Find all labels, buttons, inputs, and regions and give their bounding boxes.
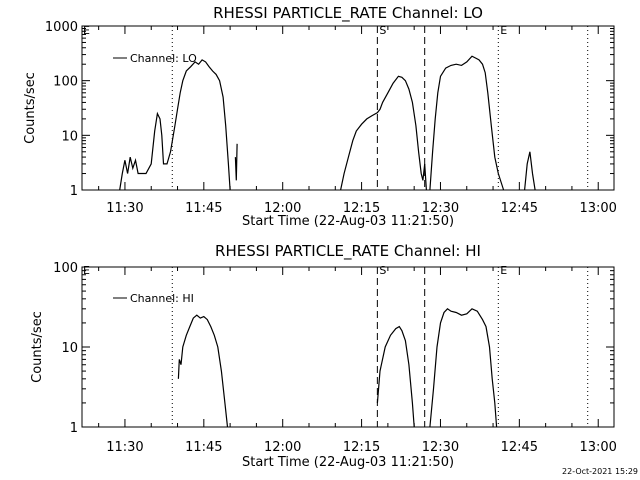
- panel1-series-line: [524, 151, 536, 191]
- panel1-series-line: [340, 75, 427, 191]
- panel1-x-axis-label: Start Time (22-Aug-03 11:21:50): [242, 214, 454, 229]
- panel2-x-tick-label: 12:15: [343, 440, 380, 455]
- panel1-series-line: [119, 59, 231, 191]
- panel1-frame: [81, 25, 615, 191]
- panel2-y-tick-label: 1: [70, 421, 78, 436]
- panel1-y-tick-label: 1: [70, 184, 78, 199]
- panel1-legend-label: Channel: LO: [130, 52, 197, 65]
- panel2-title: RHESSI PARTICLE_RATE Channel: HI: [215, 242, 481, 261]
- panel2-frame: [81, 266, 615, 428]
- panel2-x-tick-label: 11:45: [185, 440, 222, 455]
- panel2-x-tick-label: 12:45: [501, 440, 538, 455]
- panel1-y-tick-label: 10: [61, 129, 78, 144]
- panel2-series-line: [429, 308, 498, 428]
- panel1-edge-marker-label: E: [83, 24, 90, 37]
- panel2-y-axis-label: Counts/sec: [30, 311, 45, 383]
- panel1-x-tick-label: 12:45: [501, 201, 538, 216]
- panel2-x-tick-label: 12:00: [264, 440, 301, 455]
- panel2-legend-label: Channel: HI: [130, 292, 194, 305]
- panel1-title: RHESSI PARTICLE_RATE Channel: LO: [213, 4, 483, 23]
- panel2-x-tick-label: 11:30: [106, 440, 143, 455]
- panel1-marker-label: E: [500, 24, 507, 37]
- panel2-marker-label: S: [379, 264, 386, 277]
- panel1-x-tick-label: 11:45: [185, 201, 222, 216]
- panel1-series-line: [429, 55, 505, 191]
- panel1-x-tick-label: 12:00: [264, 201, 301, 216]
- panel2-y-tick-label: 10: [61, 341, 78, 356]
- panel2-x-tick-label: 12:30: [422, 440, 459, 455]
- panel1-y-tick-label: 1000: [45, 20, 78, 35]
- panel2-series-line: [177, 314, 229, 428]
- panel1-x-tick-label: 12:15: [343, 201, 380, 216]
- panel2-marker-label: E: [500, 264, 507, 277]
- panel2-x-tick-label: 13:00: [579, 440, 616, 455]
- panel1-y-tick-label: 100: [53, 75, 78, 90]
- panel2-edge-marker-label: E: [83, 264, 90, 277]
- panel1-y-axis-label: Counts/sec: [23, 72, 38, 144]
- footer-timestamp: 22-Oct-2021 15:29: [562, 467, 638, 476]
- panel2-series-line: [376, 325, 415, 428]
- panel1-series-line: [234, 143, 238, 181]
- panel1-x-tick-label: 13:00: [579, 201, 616, 216]
- panel2-x-axis-label: Start Time (22-Aug-03 11:21:50): [242, 455, 454, 470]
- panel1-x-tick-label: 12:30: [422, 201, 459, 216]
- panel2-y-tick-label: 100: [53, 261, 78, 276]
- panel1-marker-label: S: [379, 24, 386, 37]
- panel1-x-tick-label: 11:30: [106, 201, 143, 216]
